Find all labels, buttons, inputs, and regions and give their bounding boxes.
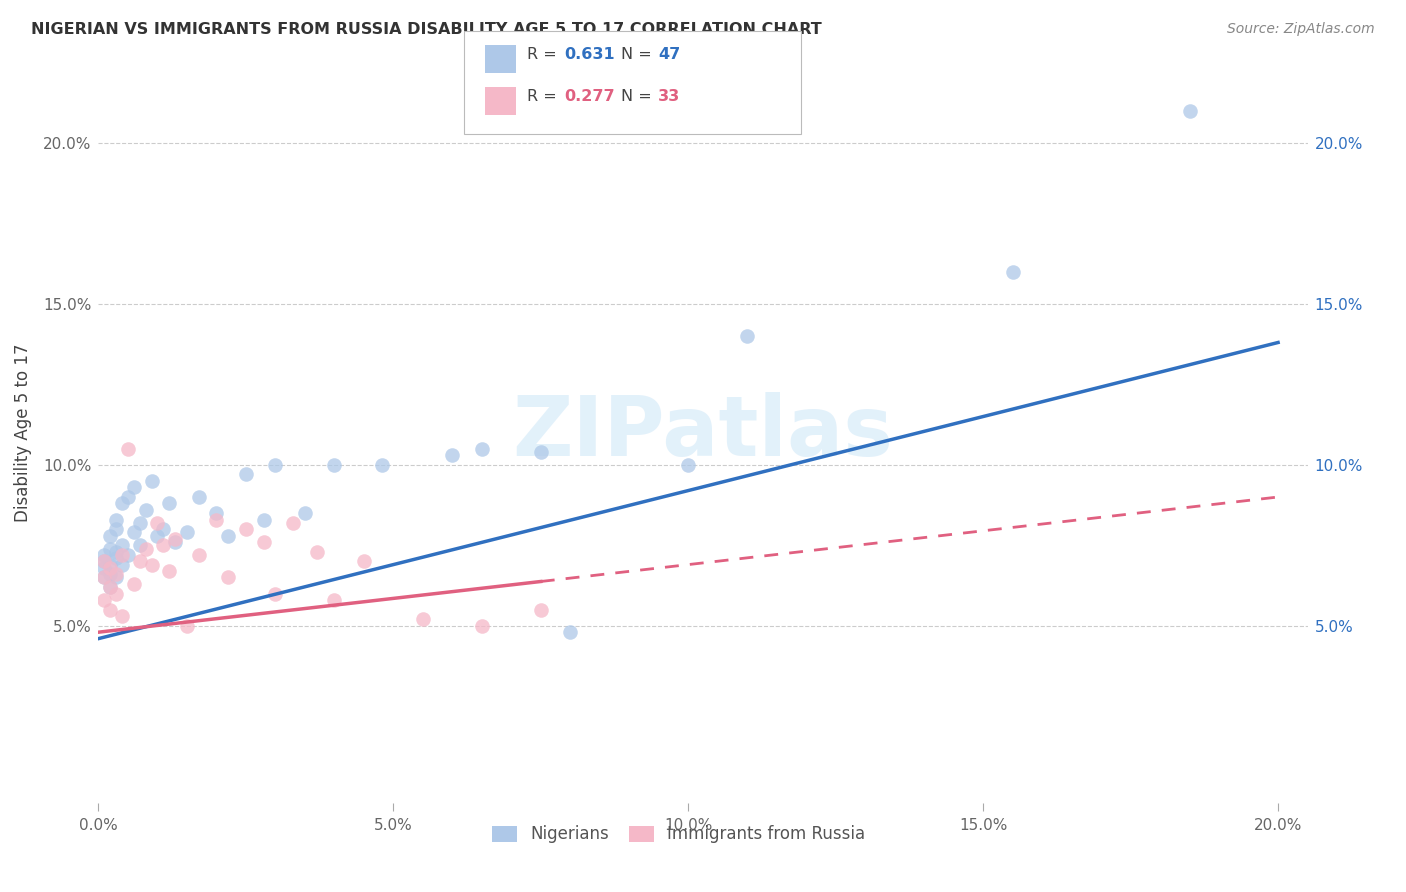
Point	[323, 593, 346, 607]
Point	[205, 512, 228, 526]
Point	[122, 577, 145, 591]
Point	[1178, 103, 1201, 118]
Point	[128, 516, 150, 530]
Point	[111, 496, 134, 510]
Point	[560, 625, 582, 640]
Point	[122, 525, 145, 540]
Point	[105, 522, 128, 536]
Point	[152, 538, 174, 552]
Point	[105, 545, 128, 559]
Point	[141, 558, 163, 572]
Point	[141, 474, 163, 488]
Point	[117, 442, 139, 456]
Point	[157, 564, 180, 578]
Point	[93, 554, 115, 568]
Point	[98, 528, 121, 542]
Point	[187, 548, 209, 562]
Point	[176, 619, 198, 633]
Point	[252, 535, 274, 549]
Point	[98, 580, 121, 594]
Point	[441, 448, 464, 462]
Text: N =: N =	[621, 47, 658, 62]
Point	[471, 442, 494, 456]
Point	[111, 609, 134, 624]
Point	[105, 551, 128, 566]
Text: R =: R =	[527, 47, 562, 62]
Point	[678, 458, 700, 472]
Point	[111, 558, 134, 572]
Text: ZIPatlas: ZIPatlas	[513, 392, 893, 473]
Point	[98, 558, 121, 572]
Point	[281, 516, 304, 530]
Point	[111, 538, 134, 552]
Point	[235, 467, 257, 482]
Point	[217, 570, 239, 584]
Point	[98, 541, 121, 556]
Point	[252, 512, 274, 526]
Point	[370, 458, 392, 472]
Point	[146, 528, 169, 542]
Point	[93, 593, 115, 607]
Point	[530, 602, 553, 616]
Point	[98, 561, 121, 575]
Point	[217, 528, 239, 542]
Point	[93, 570, 115, 584]
Point	[264, 586, 287, 600]
Point	[105, 512, 128, 526]
Legend: Nigerians, Immigrants from Russia: Nigerians, Immigrants from Russia	[485, 819, 872, 850]
Point	[93, 554, 115, 568]
Point	[471, 619, 494, 633]
Text: 47: 47	[658, 47, 681, 62]
Text: NIGERIAN VS IMMIGRANTS FROM RUSSIA DISABILITY AGE 5 TO 17 CORRELATION CHART: NIGERIAN VS IMMIGRANTS FROM RUSSIA DISAB…	[31, 22, 821, 37]
Point	[135, 503, 157, 517]
Point	[117, 548, 139, 562]
Point	[98, 567, 121, 582]
Point	[93, 548, 115, 562]
Text: N =: N =	[621, 89, 658, 104]
Point	[235, 522, 257, 536]
Point	[735, 329, 758, 343]
Point	[187, 490, 209, 504]
Point	[93, 561, 115, 575]
Y-axis label: Disability Age 5 to 17: Disability Age 5 to 17	[14, 343, 32, 522]
Point	[1001, 265, 1024, 279]
Point	[530, 445, 553, 459]
Point	[165, 535, 187, 549]
Point	[117, 490, 139, 504]
Point	[264, 458, 287, 472]
Text: R =: R =	[527, 89, 562, 104]
Point	[93, 570, 115, 584]
Point	[111, 548, 134, 562]
Point	[105, 570, 128, 584]
Point	[152, 522, 174, 536]
Point	[176, 525, 198, 540]
Point	[412, 612, 434, 626]
Point	[98, 580, 121, 594]
Point	[353, 554, 375, 568]
Point	[305, 545, 328, 559]
Point	[128, 554, 150, 568]
Point	[128, 538, 150, 552]
Text: 0.631: 0.631	[564, 47, 614, 62]
Point	[122, 480, 145, 494]
Text: Source: ZipAtlas.com: Source: ZipAtlas.com	[1227, 22, 1375, 37]
Point	[157, 496, 180, 510]
Text: 33: 33	[658, 89, 681, 104]
Point	[146, 516, 169, 530]
Point	[205, 506, 228, 520]
Point	[165, 532, 187, 546]
Point	[323, 458, 346, 472]
Text: 0.277: 0.277	[564, 89, 614, 104]
Point	[135, 541, 157, 556]
Point	[98, 602, 121, 616]
Point	[294, 506, 316, 520]
Point	[105, 586, 128, 600]
Point	[105, 567, 128, 582]
